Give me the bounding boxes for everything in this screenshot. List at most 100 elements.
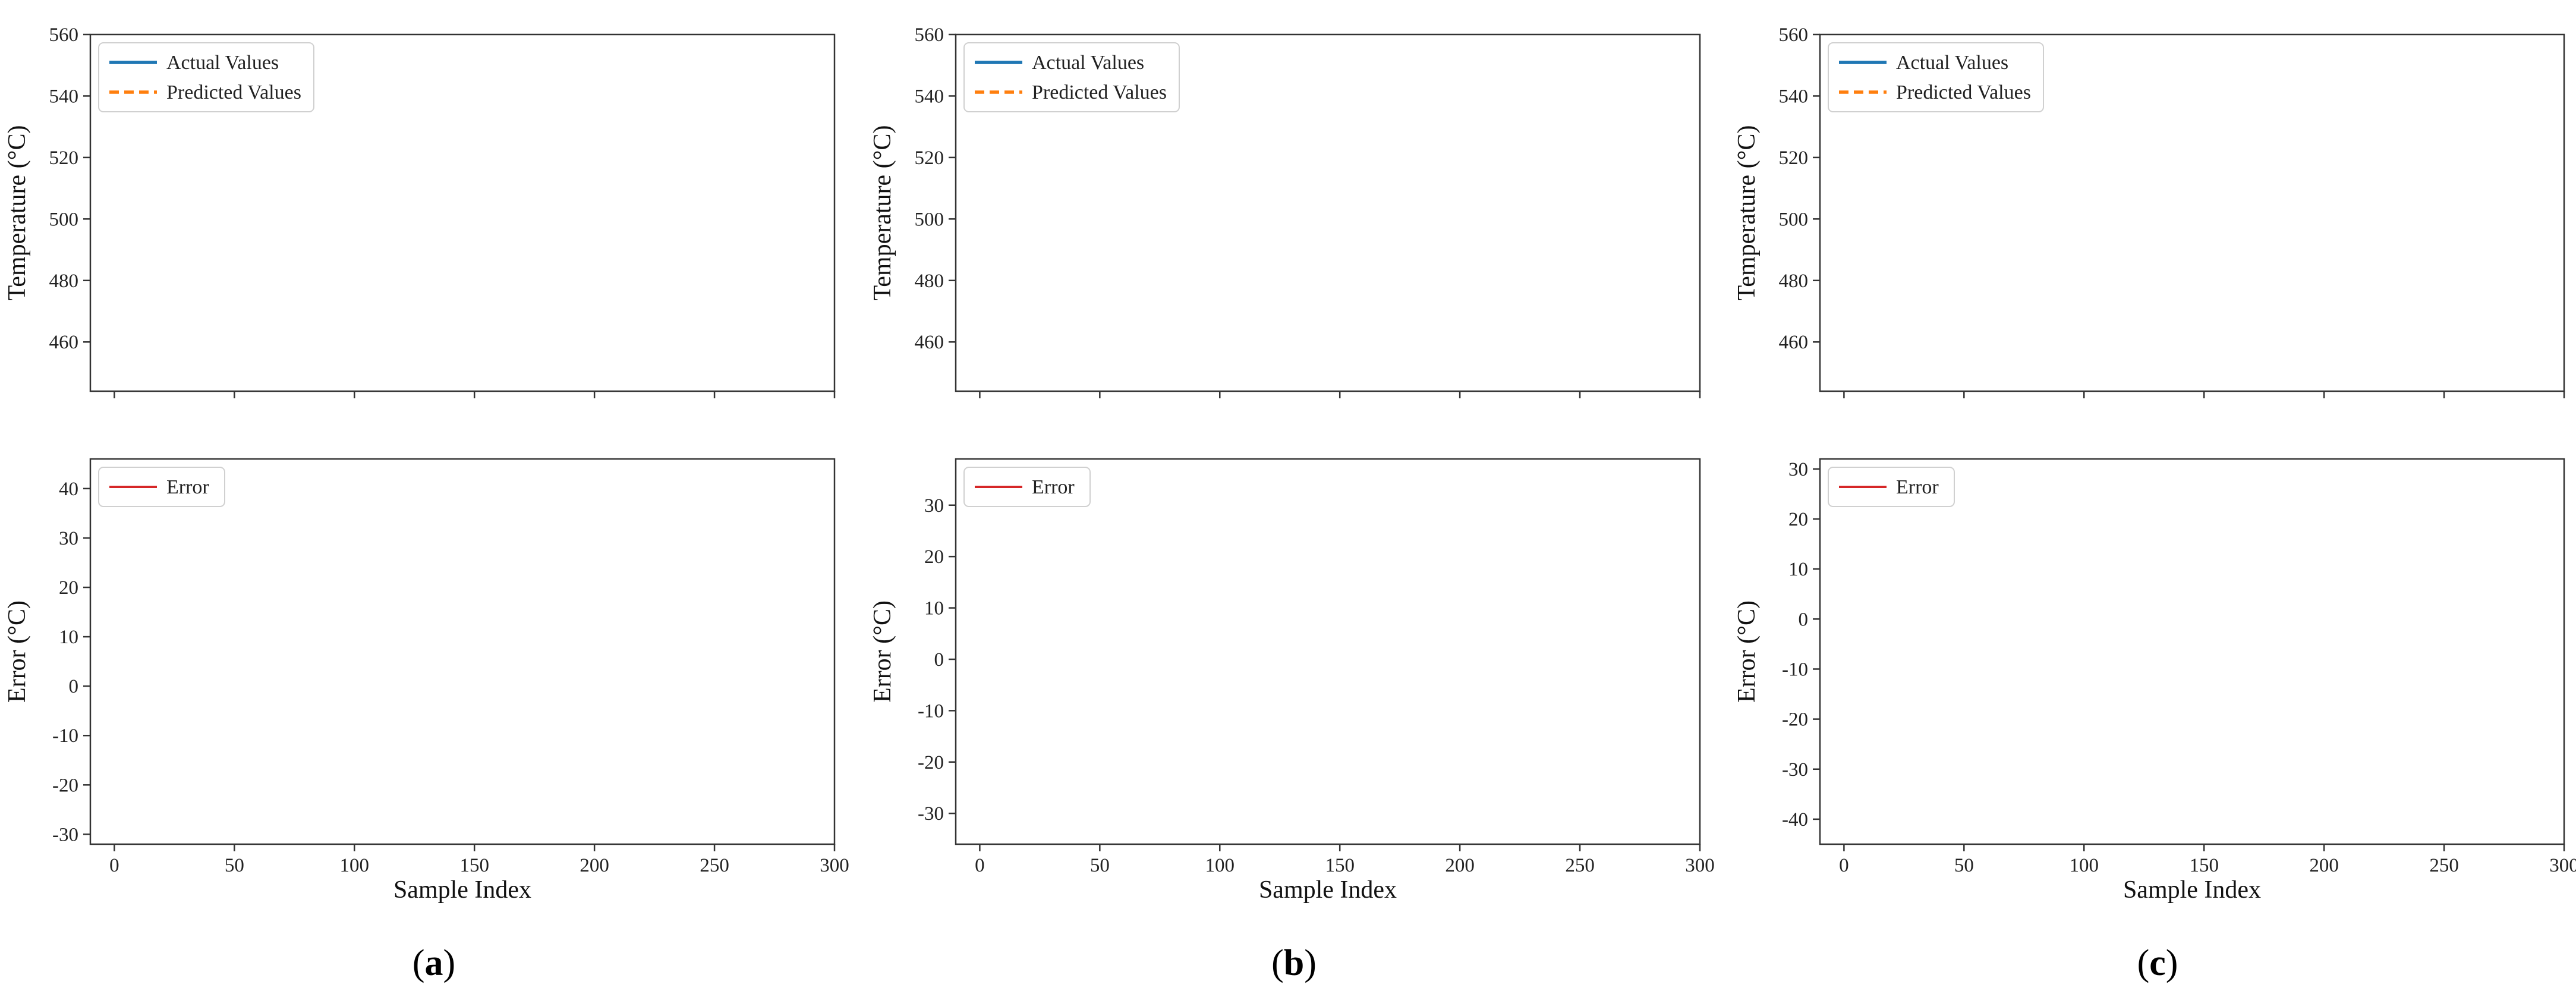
x-tick-label: 300 xyxy=(1685,855,1715,876)
legend-box xyxy=(963,467,1091,507)
y-tick-label: 460 xyxy=(915,332,944,353)
x-tick-label: 250 xyxy=(1565,855,1595,876)
y-tick-label: -10 xyxy=(52,725,78,747)
y-tick-label: 480 xyxy=(915,270,944,292)
x-tick-label: 50 xyxy=(225,855,244,876)
legend-label: Actual Values xyxy=(1896,52,2008,74)
legend-label: Error xyxy=(166,476,209,498)
legend-label: Predicted Values xyxy=(1896,81,2031,103)
legend-label: Error xyxy=(1896,476,1939,498)
y-tick-label: 20 xyxy=(59,577,78,599)
y-tick-label: 0 xyxy=(934,649,944,671)
y-axis-label: Temperature (°C) xyxy=(4,125,31,301)
y-tick-label: 460 xyxy=(49,332,79,353)
x-tick-label: 0 xyxy=(109,855,119,876)
y-tick-label: -30 xyxy=(52,824,78,845)
y-tick-label: -30 xyxy=(918,803,944,825)
y-axis-label: Temperature (°C) xyxy=(869,125,896,301)
y-tick-label: 540 xyxy=(49,86,79,107)
legend: Error xyxy=(963,467,1091,507)
x-tick-label: 150 xyxy=(2189,855,2219,876)
x-tick-label: 200 xyxy=(2309,855,2339,876)
y-tick-label: 20 xyxy=(1788,509,1808,530)
y-tick-label: 520 xyxy=(1779,147,1809,169)
x-axis-label: Sample Index xyxy=(393,876,531,904)
panel-label-c: (c) xyxy=(2137,943,2178,983)
legend-label: Predicted Values xyxy=(166,81,301,103)
legend-box xyxy=(98,42,314,112)
panel-label-b: (b) xyxy=(1271,943,1317,983)
y-tick-label: 500 xyxy=(49,209,79,230)
legend-label: Actual Values xyxy=(1032,52,1144,74)
plot-frame xyxy=(955,458,1701,845)
y-tick-label: 500 xyxy=(915,209,944,230)
chart-a-bottom: 0 50 100 150 200 250 300 -30 -20 -10 0 10 20 30 40 Erro… xyxy=(4,458,849,904)
y-tick-label: -10 xyxy=(918,700,944,722)
y-axis-label: Error (°C) xyxy=(1733,600,1761,703)
y-tick-label: 560 xyxy=(49,24,79,46)
x-tick-label: 0 xyxy=(1839,855,1849,876)
y-tick-label: 520 xyxy=(915,147,944,169)
y-tick-label: 40 xyxy=(59,479,78,500)
y-tick-label: -20 xyxy=(918,752,944,773)
x-tick-label: 200 xyxy=(1445,855,1475,876)
x-tick-label: 250 xyxy=(2429,855,2459,876)
chart-a-top: 460 480 500 520 540 560 Temperature (°C) Actual… xyxy=(4,24,836,398)
x-tick-label: 50 xyxy=(1090,855,1110,876)
legend-label: Error xyxy=(1032,476,1075,498)
y-tick-label: 30 xyxy=(59,528,78,549)
y-tick-label: 500 xyxy=(1779,209,1809,230)
panel-label-a: (a) xyxy=(412,943,455,983)
x-tick-label: 300 xyxy=(2549,855,2576,876)
y-tick-label: 460 xyxy=(1779,332,1809,353)
chart-b-bottom: 0 50 100 150 200 250 300 -30 -20 -10 0 10 20 30 Error … xyxy=(869,458,1715,904)
y-tick-label: 540 xyxy=(915,86,944,107)
y-tick-label: 10 xyxy=(1788,559,1808,580)
legend: Error xyxy=(98,467,225,507)
y-tick-label: 20 xyxy=(924,546,944,568)
plot-frame xyxy=(1819,458,2565,845)
y-axis-label: Error (°C) xyxy=(869,600,896,703)
legend-box xyxy=(1828,42,2044,112)
y-tick-label: -30 xyxy=(1782,759,1808,781)
legend: Actual Values Predicted Values xyxy=(1828,42,2044,112)
y-tick-label: 560 xyxy=(915,24,944,46)
x-tick-label: 250 xyxy=(700,855,729,876)
x-tick-label: 150 xyxy=(459,855,489,876)
x-tick-label: 150 xyxy=(1325,855,1355,876)
y-tick-label: -20 xyxy=(52,775,78,796)
legend-box xyxy=(1828,467,1955,507)
chart-c-bottom: 0 50 100 150 200 250 300 -40 -30 -20 -10 0 10 20 30 Err… xyxy=(1733,458,2576,904)
legend-label: Predicted Values xyxy=(1032,81,1167,103)
legend-box xyxy=(963,42,1180,112)
chart-c-top: 460 480 500 520 540 560 Temperature (°C) Actual… xyxy=(1733,24,2565,398)
y-tick-label: -40 xyxy=(1782,809,1808,831)
y-tick-label: 30 xyxy=(1788,459,1808,480)
y-tick-label: -10 xyxy=(1782,659,1808,680)
y-tick-label: 480 xyxy=(49,270,79,292)
x-tick-label: 300 xyxy=(820,855,849,876)
y-tick-label: 0 xyxy=(1799,609,1809,630)
x-tick-label: 100 xyxy=(2070,855,2099,876)
y-tick-label: 480 xyxy=(1779,270,1809,292)
y-tick-label: 560 xyxy=(1779,24,1809,46)
y-tick-label: -20 xyxy=(1782,709,1808,731)
legend-box xyxy=(98,467,225,507)
y-tick-label: 10 xyxy=(924,598,944,619)
chart-b-top: 460 480 500 520 540 560 Temperature (°C) Actual… xyxy=(869,24,1701,398)
x-axis-label: Sample Index xyxy=(2123,876,2261,904)
legend: Error xyxy=(1828,467,1955,507)
legend: Actual Values Predicted Values xyxy=(963,42,1180,112)
x-tick-label: 0 xyxy=(975,855,985,876)
y-axis-label: Error (°C) xyxy=(4,600,31,703)
y-axis-label: Temperature (°C) xyxy=(1733,125,1761,301)
y-tick-label: 30 xyxy=(924,495,944,517)
y-tick-label: 0 xyxy=(69,676,79,697)
x-tick-label: 100 xyxy=(340,855,370,876)
y-tick-label: 520 xyxy=(49,147,79,169)
x-axis-label: Sample Index xyxy=(1259,876,1397,904)
y-tick-label: 540 xyxy=(1779,86,1809,107)
y-tick-label: 10 xyxy=(59,627,78,648)
legend-label: Actual Values xyxy=(166,52,279,74)
